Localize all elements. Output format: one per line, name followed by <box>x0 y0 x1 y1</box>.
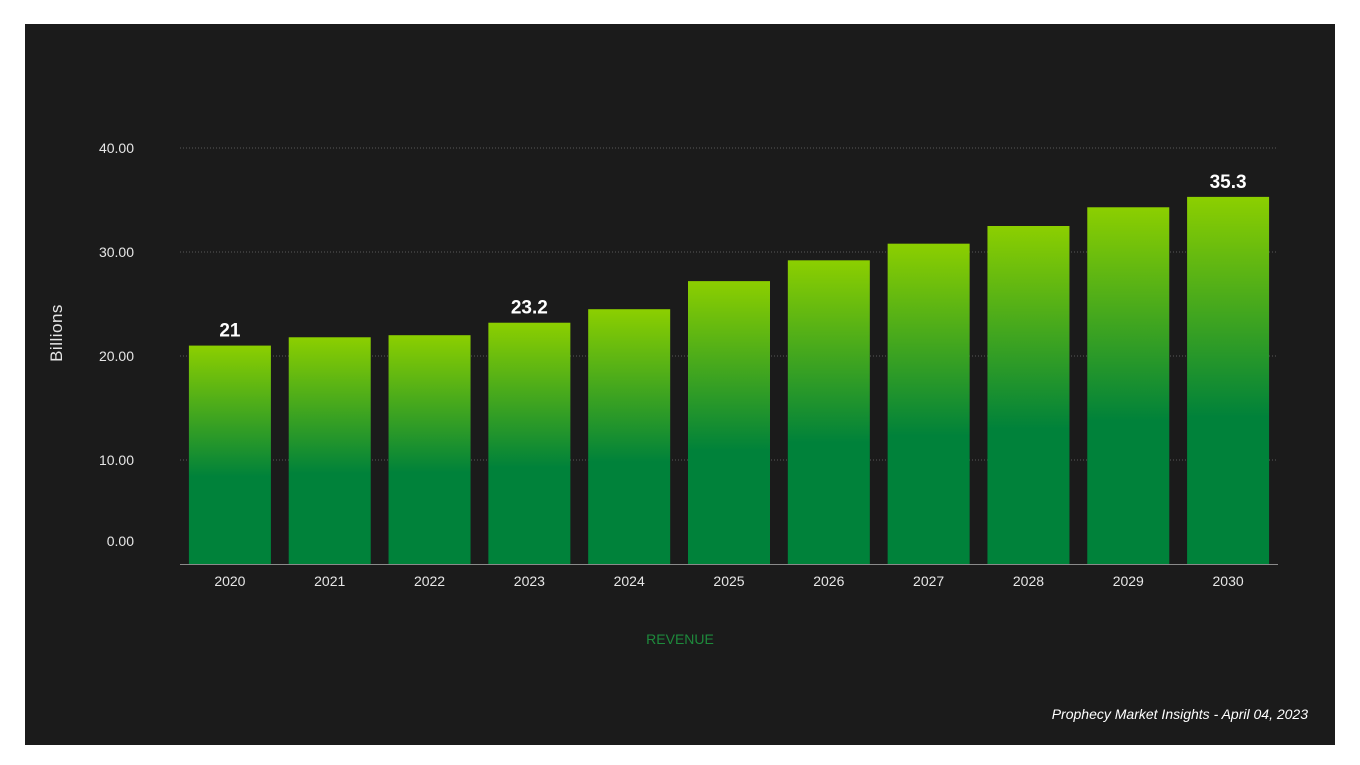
data-label-2023: 23.2 <box>511 298 548 319</box>
bar-2028 <box>987 226 1070 564</box>
y-tick-label: 10.00 <box>99 452 134 468</box>
x-axis-title: REVENUE <box>646 631 714 647</box>
bars <box>188 196 1270 564</box>
bar-2023 <box>488 322 571 564</box>
x-tick-label: 2023 <box>514 573 545 589</box>
y-tick-label: 20.00 <box>99 348 134 364</box>
y-axis-ticks: 0.00 10.00 20.00 30.00 40.00 <box>99 140 134 549</box>
source-note: Prophecy Market Insights - April 04, 202… <box>1052 706 1308 722</box>
data-labels: 21 23.2 35.3 <box>219 172 1246 342</box>
bar-2030 <box>1187 196 1270 564</box>
bar-2024 <box>588 309 671 564</box>
data-label-2020: 21 <box>219 321 241 342</box>
bar-2020 <box>188 345 271 564</box>
x-tick-label: 2024 <box>614 573 645 589</box>
x-tick-label: 2027 <box>913 573 944 589</box>
bar-2021 <box>288 337 371 564</box>
y-tick-label: 0.00 <box>107 533 134 549</box>
bar-2025 <box>688 281 770 564</box>
bar-2027 <box>887 243 970 564</box>
data-label-2030: 35.3 <box>1210 172 1247 193</box>
x-tick-label: 2025 <box>713 573 744 589</box>
y-tick-label: 30.00 <box>99 244 134 260</box>
bar-2029 <box>1087 207 1170 564</box>
x-tick-label: 2028 <box>1013 573 1044 589</box>
x-tick-label: 2020 <box>214 573 245 589</box>
x-tick-label: 2022 <box>414 573 445 589</box>
bar-2022 <box>388 335 471 564</box>
x-tick-label: 2021 <box>314 573 345 589</box>
x-tick-label: 2030 <box>1213 573 1244 589</box>
x-axis-ticks: 2020 2021 2022 2023 2024 2025 2026 2027 2028 2029… <box>214 573 1244 589</box>
bar-2026 <box>787 260 870 564</box>
x-tick-label: 2029 <box>1113 573 1144 589</box>
chart-panel: 0.00 10.00 20.00 30.00 40.00 2020 2021 2022 202… <box>25 24 1335 745</box>
y-axis-title: Billions <box>47 304 66 362</box>
y-tick-label: 40.00 <box>99 140 134 156</box>
x-tick-label: 2026 <box>813 573 844 589</box>
